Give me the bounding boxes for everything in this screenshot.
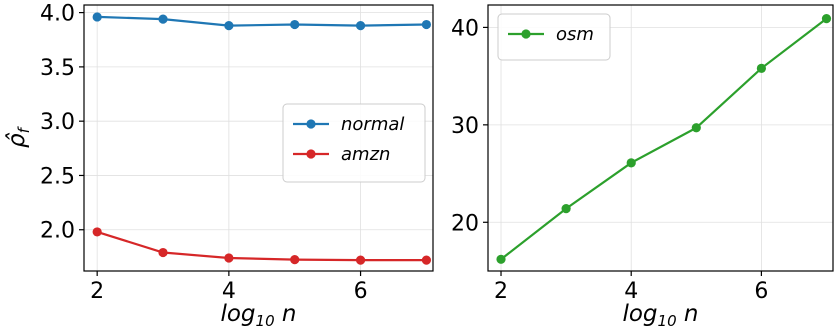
y-tick-label: 40 bbox=[451, 16, 479, 41]
data-point-normal bbox=[421, 19, 432, 30]
plot-frame bbox=[487, 4, 834, 272]
legend-label-normal: normal bbox=[341, 114, 404, 135]
data-point-normal bbox=[224, 21, 234, 31]
series-line-normal bbox=[97, 15, 427, 27]
data-point-amzn bbox=[158, 247, 168, 258]
x-tick-label: 6 bbox=[354, 279, 368, 304]
x-axis-label: log10 n bbox=[220, 301, 296, 330]
legend-label-amzn: amzn bbox=[341, 144, 390, 165]
series-line-amzn bbox=[96, 230, 427, 262]
y-axis-label: ρ̂f bbox=[4, 125, 33, 148]
legend: normal amzn bbox=[282, 103, 426, 183]
plot-frame bbox=[83, 4, 434, 272]
y-tick-label: 2.0 bbox=[40, 219, 75, 244]
data-point-normal bbox=[355, 21, 366, 31]
y-tick-label: 20 bbox=[451, 211, 479, 236]
legend-marker-amzn bbox=[306, 149, 316, 159]
series-line-osm bbox=[500, 17, 828, 261]
data-point-osm bbox=[561, 204, 571, 214]
data-point-osm bbox=[626, 158, 636, 168]
legend-marker-normal bbox=[306, 119, 316, 129]
data-point-osm bbox=[821, 14, 832, 24]
panel-2: 2 4 6 20 30 40 log10 n osm bbox=[451, 4, 834, 330]
legend-marker-osm bbox=[521, 29, 531, 39]
data-point-osm bbox=[496, 254, 506, 264]
y-tick-label: 30 bbox=[451, 114, 479, 139]
data-point-amzn bbox=[421, 255, 432, 265]
data-point-amzn bbox=[355, 255, 366, 265]
legend-label-osm: osm bbox=[556, 24, 594, 45]
x-tick-label: 4 bbox=[222, 279, 236, 304]
y-tick-label: 4.0 bbox=[40, 2, 75, 27]
x-axis-label: log10 n bbox=[622, 301, 698, 330]
legend-box bbox=[497, 13, 611, 61]
data-point-osm bbox=[691, 123, 701, 133]
y-tick-label: 3.5 bbox=[40, 56, 75, 81]
data-point-osm bbox=[756, 63, 766, 73]
data-point-normal bbox=[290, 19, 300, 30]
data-point-normal bbox=[92, 12, 102, 22]
data-point-amzn bbox=[224, 253, 234, 263]
data-point-amzn bbox=[290, 255, 300, 265]
data-point-amzn bbox=[92, 227, 102, 237]
y-tick-label: 3.0 bbox=[40, 110, 75, 135]
panel-1: 2 4 6 2.0 2.5 3.0 3.5 4.0 log10 n ρ̂f normal amzn bbox=[4, 2, 434, 330]
x-tick-label: 4 bbox=[624, 279, 638, 304]
y-tick-label: 2.5 bbox=[40, 164, 75, 189]
data-point-normal bbox=[158, 14, 168, 24]
x-tick-label: 2 bbox=[494, 279, 508, 304]
legend: osm bbox=[497, 13, 611, 61]
x-tick-label: 2 bbox=[90, 279, 104, 304]
x-tick-label: 6 bbox=[754, 279, 768, 304]
